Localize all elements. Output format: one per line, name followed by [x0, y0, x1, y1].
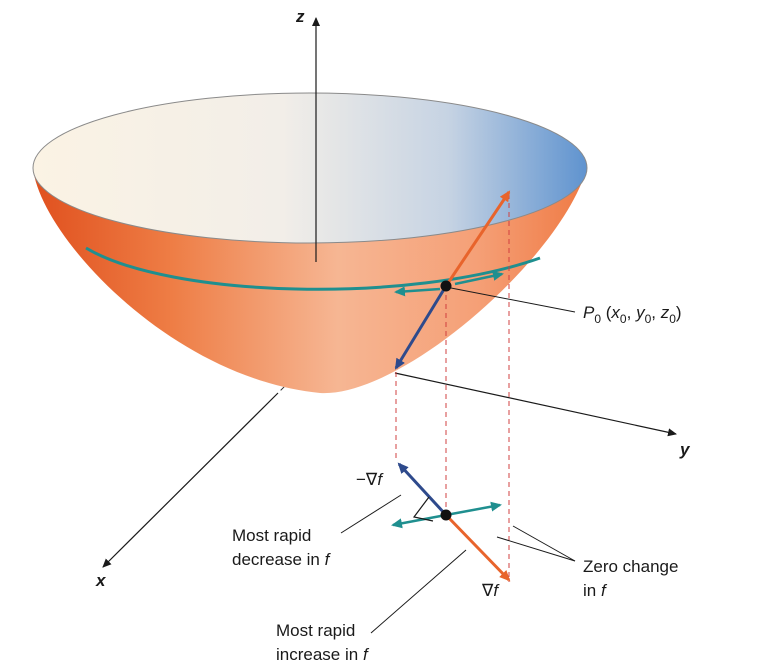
neg-gradient-label: −∇f [356, 470, 384, 489]
x-axis-label: x [95, 571, 107, 590]
level-curve [85, 246, 541, 291]
domain-level-arrow-left [391, 513, 447, 529]
annotation-leaders [340, 494, 576, 634]
x-axis [102, 392, 279, 568]
decrease-label: Most rapid decrease in f [232, 526, 332, 569]
paraboloid-rim [32, 92, 588, 244]
zero-change-label: Zero change in f [583, 557, 683, 600]
y-axis [394, 372, 677, 437]
projection-dashes [395, 194, 510, 582]
gradient-label: ∇f [481, 581, 500, 600]
level-curve-arrow-left [394, 286, 441, 297]
surface-neg-gradient-arrow [394, 285, 448, 370]
domain-neg-gradient-arrow [397, 462, 448, 517]
z-axis-label: z [295, 7, 305, 26]
y-axis-label: y [679, 440, 691, 459]
surface-gradient-arrow [444, 190, 511, 287]
p0-leader-line [450, 287, 576, 313]
increase-label: Most rapid increase in f [276, 621, 370, 664]
domain-vectors [391, 462, 511, 582]
domain-gradient-arrow [444, 513, 511, 582]
level-curve-arrow-right [454, 270, 504, 286]
domain-level-arrow-right [445, 501, 502, 517]
domain-point [440, 509, 452, 521]
right-angle-marker [412, 496, 434, 522]
p0-label: P0 (x0, y0, z0) [583, 303, 682, 326]
point-p0 [440, 280, 452, 292]
